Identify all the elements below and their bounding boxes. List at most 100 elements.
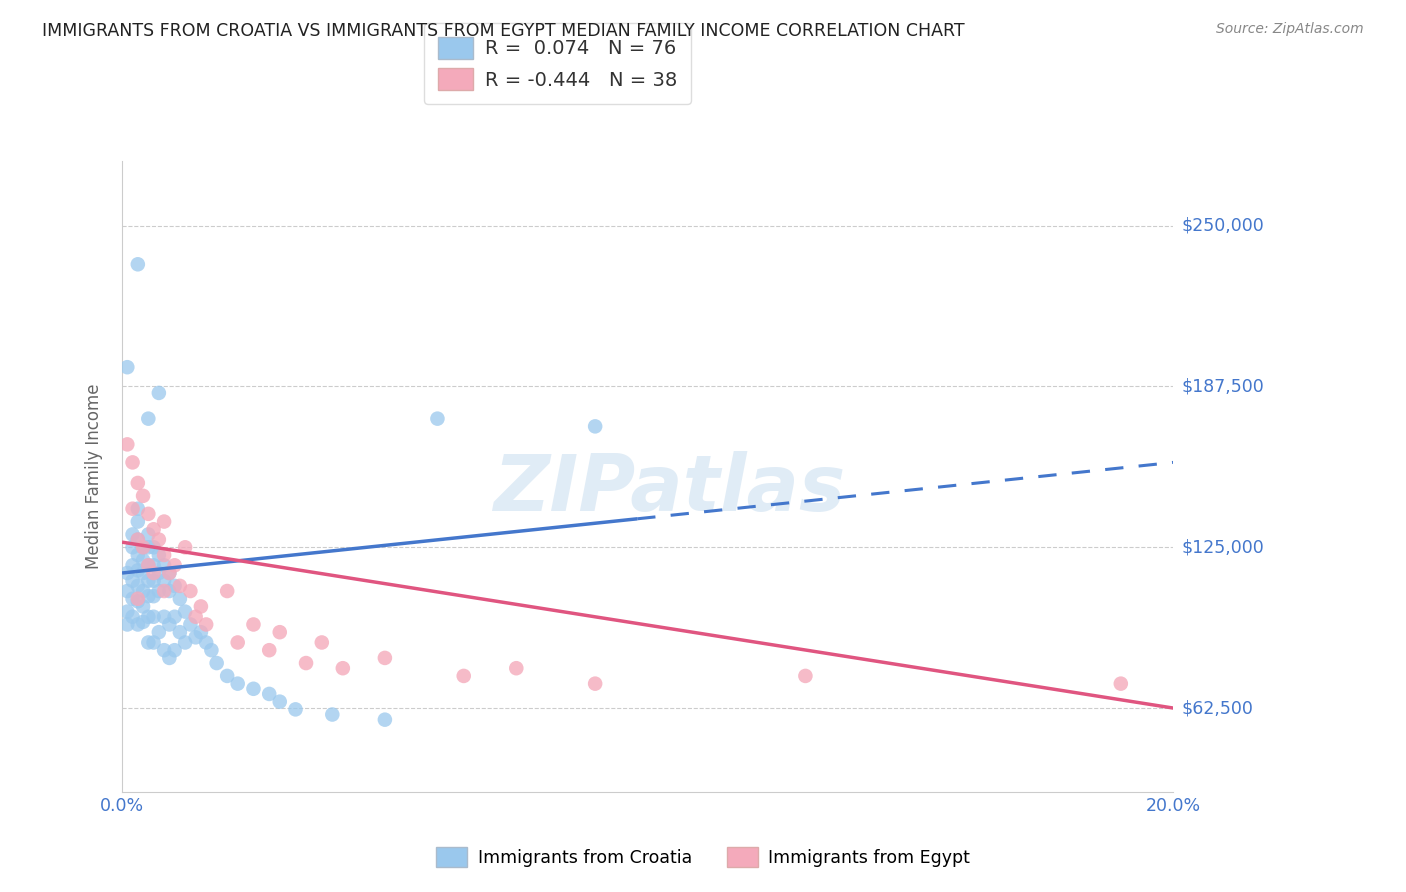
Text: Source: ZipAtlas.com: Source: ZipAtlas.com <box>1216 22 1364 37</box>
Point <box>226 676 249 690</box>
Point <box>127 591 149 606</box>
Point <box>332 661 354 675</box>
Point <box>121 609 143 624</box>
Point <box>148 625 170 640</box>
Point <box>132 489 155 503</box>
Point <box>163 609 186 624</box>
Legend: Immigrants from Croatia, Immigrants from Egypt: Immigrants from Croatia, Immigrants from… <box>429 840 977 874</box>
Point <box>148 584 170 599</box>
Point <box>142 589 165 603</box>
Point <box>142 566 165 580</box>
Point <box>142 522 165 536</box>
Point <box>121 541 143 555</box>
Point <box>200 643 222 657</box>
Point <box>121 501 143 516</box>
Point <box>257 643 280 657</box>
Point <box>127 617 149 632</box>
Point <box>190 625 212 640</box>
Point <box>117 437 139 451</box>
Point <box>1109 676 1132 690</box>
Point <box>217 669 239 683</box>
Point <box>311 635 333 649</box>
Point <box>127 533 149 547</box>
Point <box>153 558 176 573</box>
Point <box>242 681 264 696</box>
Point <box>127 257 149 271</box>
Point <box>127 515 149 529</box>
Point <box>163 643 186 657</box>
Point <box>157 617 180 632</box>
Point <box>184 631 207 645</box>
Point <box>179 617 201 632</box>
Point <box>453 669 475 683</box>
Point <box>132 553 155 567</box>
Point <box>127 475 149 490</box>
Point <box>138 527 160 541</box>
Point <box>127 533 149 547</box>
Point <box>157 566 180 580</box>
Point <box>132 584 155 599</box>
Point <box>132 615 155 629</box>
Point <box>138 574 160 588</box>
Point <box>121 591 143 606</box>
Y-axis label: Median Family Income: Median Family Income <box>86 384 103 569</box>
Point <box>121 574 143 588</box>
Point <box>257 687 280 701</box>
Point <box>157 566 180 580</box>
Point <box>174 541 197 555</box>
Point <box>138 609 160 624</box>
Point <box>142 635 165 649</box>
Point <box>148 533 170 547</box>
Text: ZIPatlas: ZIPatlas <box>492 451 845 527</box>
Text: $187,500: $187,500 <box>1181 377 1264 395</box>
Text: $62,500: $62,500 <box>1181 699 1254 717</box>
Point <box>321 707 343 722</box>
Point <box>426 411 449 425</box>
Point <box>374 713 396 727</box>
Point <box>269 695 291 709</box>
Point <box>794 669 817 683</box>
Point <box>138 558 160 573</box>
Point <box>121 558 143 573</box>
Point <box>117 605 139 619</box>
Point <box>169 625 191 640</box>
Text: IMMIGRANTS FROM CROATIA VS IMMIGRANTS FROM EGYPT MEDIAN FAMILY INCOME CORRELATIO: IMMIGRANTS FROM CROATIA VS IMMIGRANTS FR… <box>42 22 965 40</box>
Point <box>169 591 191 606</box>
Point <box>153 574 176 588</box>
Point <box>174 635 197 649</box>
Point <box>184 609 207 624</box>
Point <box>174 605 197 619</box>
Point <box>374 651 396 665</box>
Point <box>269 625 291 640</box>
Point <box>117 584 139 599</box>
Point <box>163 558 186 573</box>
Point <box>127 579 149 593</box>
Point <box>583 676 606 690</box>
Point <box>138 411 160 425</box>
Point <box>132 541 155 555</box>
Point <box>138 635 160 649</box>
Point <box>148 385 170 400</box>
Point <box>127 501 149 516</box>
Point <box>242 617 264 632</box>
Point <box>117 617 139 632</box>
Point <box>121 455 143 469</box>
Point <box>583 419 606 434</box>
Point <box>157 584 180 599</box>
Point <box>179 584 201 599</box>
Point <box>142 558 165 573</box>
Point <box>117 360 139 375</box>
Point <box>505 661 527 675</box>
Point <box>121 527 143 541</box>
Point <box>138 507 160 521</box>
Point <box>142 574 165 588</box>
Point <box>138 589 160 603</box>
Point <box>142 541 165 555</box>
Point <box>190 599 212 614</box>
Point <box>132 541 155 555</box>
Point <box>132 566 155 580</box>
Point <box>163 579 186 593</box>
Point <box>153 548 176 562</box>
Point <box>284 702 307 716</box>
Point <box>205 656 228 670</box>
